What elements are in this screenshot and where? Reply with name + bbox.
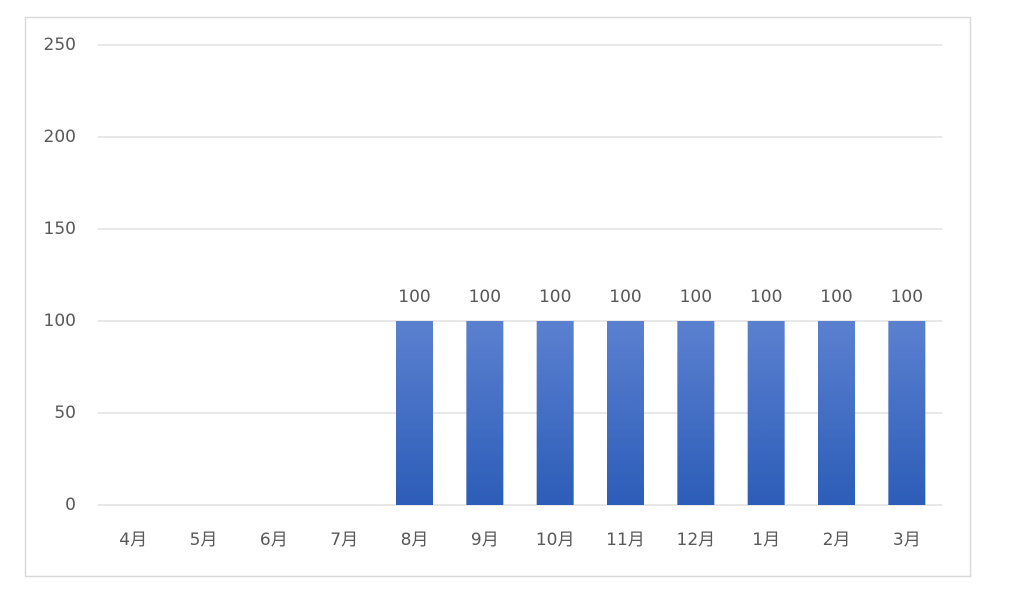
x-tick-label: 10月 [536, 530, 575, 550]
data-label: 100 [820, 287, 852, 307]
x-tick-label: 6月 [260, 530, 288, 550]
bar [536, 321, 574, 505]
y-tick-label: 50 [54, 403, 76, 423]
y-tick-label: 200 [44, 127, 76, 147]
x-tick-label: 4月 [119, 530, 147, 550]
bar [747, 321, 785, 505]
data-label: 100 [891, 287, 923, 307]
data-label: 100 [750, 287, 782, 307]
data-label: 100 [469, 287, 501, 307]
x-tick-label: 5月 [190, 530, 218, 550]
bar [466, 321, 504, 505]
bar [888, 321, 926, 505]
x-tick-label: 9月 [471, 530, 499, 550]
y-tick-label: 0 [65, 495, 76, 515]
bar [396, 321, 433, 505]
y-tick-label: 150 [44, 219, 76, 239]
data-label: 100 [609, 287, 641, 307]
x-tick-label: 7月 [330, 530, 358, 550]
bar [607, 321, 644, 505]
x-tick-label: 11月 [606, 530, 645, 550]
data-label: 100 [539, 287, 571, 307]
x-tick-label: 12月 [677, 530, 716, 550]
x-tick-label: 8月 [401, 530, 429, 550]
x-tick-label: 2月 [823, 530, 851, 550]
x-tick-label: 3月 [893, 530, 921, 550]
y-tick-label: 250 [44, 35, 76, 55]
data-label: 100 [398, 287, 430, 307]
data-label: 100 [680, 287, 712, 307]
x-tick-label: 1月 [752, 530, 780, 550]
bar [818, 321, 855, 505]
y-tick-label: 100 [44, 311, 76, 331]
bar [677, 321, 715, 505]
